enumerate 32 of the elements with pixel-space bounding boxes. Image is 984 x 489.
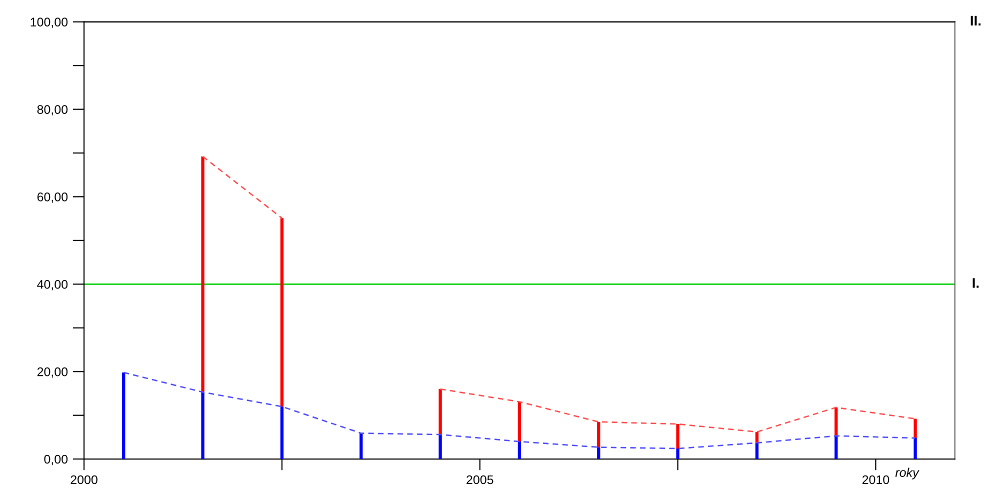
ref-line-label: I. (972, 278, 979, 288)
bar (755, 442, 759, 460)
bar (438, 389, 442, 435)
y-tick-label: 60,00 (37, 192, 68, 203)
bar (914, 418, 917, 438)
bar (438, 434, 442, 460)
line-series (122, 372, 916, 450)
bar (280, 218, 284, 407)
bar (914, 438, 917, 460)
x-tick-label: 2010 (862, 475, 890, 484)
ref-line-label: II. (970, 16, 981, 26)
bar (676, 424, 680, 449)
bar (676, 448, 680, 460)
bar (360, 433, 363, 460)
bar (834, 407, 838, 436)
bar (518, 442, 522, 460)
bar (597, 422, 600, 448)
y-tick-label: 20,00 (37, 367, 68, 378)
bar (201, 392, 204, 460)
bar (201, 156, 204, 392)
x-tick-label: 2005 (466, 475, 494, 484)
y-tick-label: 40,00 (37, 280, 68, 290)
x-tick-label: 2000 (70, 475, 98, 484)
bar (518, 402, 522, 442)
y-tick-label: 100,00 (30, 18, 68, 28)
bar (122, 372, 126, 460)
y-tick-label: 0,00 (44, 454, 68, 466)
y-tick-label: 80,00 (37, 105, 68, 116)
bar (280, 406, 284, 460)
bar (834, 436, 838, 460)
bar (597, 447, 600, 460)
x-axis-title: roky (895, 468, 920, 480)
